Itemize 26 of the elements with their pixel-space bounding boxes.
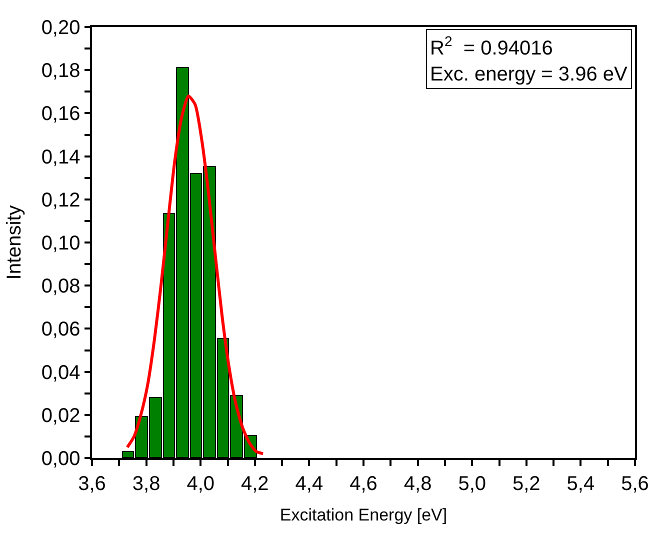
y-tick-label: 0,00 <box>41 448 80 470</box>
x-tick-label: 5,4 <box>566 472 595 495</box>
y-axis-title: Intensity <box>3 205 26 280</box>
y-tick-label: 0,20 <box>41 17 80 39</box>
x-tick-label: 4,4 <box>295 472 324 495</box>
y-tick-label: 0,18 <box>41 60 80 82</box>
y-tick-label: 0,08 <box>41 276 80 298</box>
y-tick-label: 0,14 <box>41 146 80 168</box>
y-tick-label: 0,02 <box>41 404 80 427</box>
y-tick-label: 0,16 <box>41 103 80 126</box>
x-tick-label: 4,0 <box>186 472 215 495</box>
x-axis-title: Excitation Energy [eV] <box>280 506 448 525</box>
x-tick-label: 5,2 <box>512 472 540 495</box>
annotation: Exc. energy = 3.96 eV <box>430 63 628 86</box>
x-tick-label: 5,0 <box>458 472 486 495</box>
x-tick-label: 5,6 <box>621 472 649 495</box>
x-tick-label: 3,6 <box>78 472 106 495</box>
annotation: R$^{2}$ = 0.94016 <box>430 33 553 60</box>
y-tick-label: 0,12 <box>41 189 80 212</box>
x-tick-label: 4,2 <box>240 472 269 495</box>
x-tick-label: 4,8 <box>404 472 432 495</box>
y-tick-label: 0,06 <box>41 318 80 341</box>
x-tick-label: 3,8 <box>132 472 160 495</box>
y-tick-label: 0,10 <box>41 232 80 254</box>
x-tick-label: 4,6 <box>350 472 378 495</box>
y-tick-label: 0,04 <box>41 362 80 384</box>
